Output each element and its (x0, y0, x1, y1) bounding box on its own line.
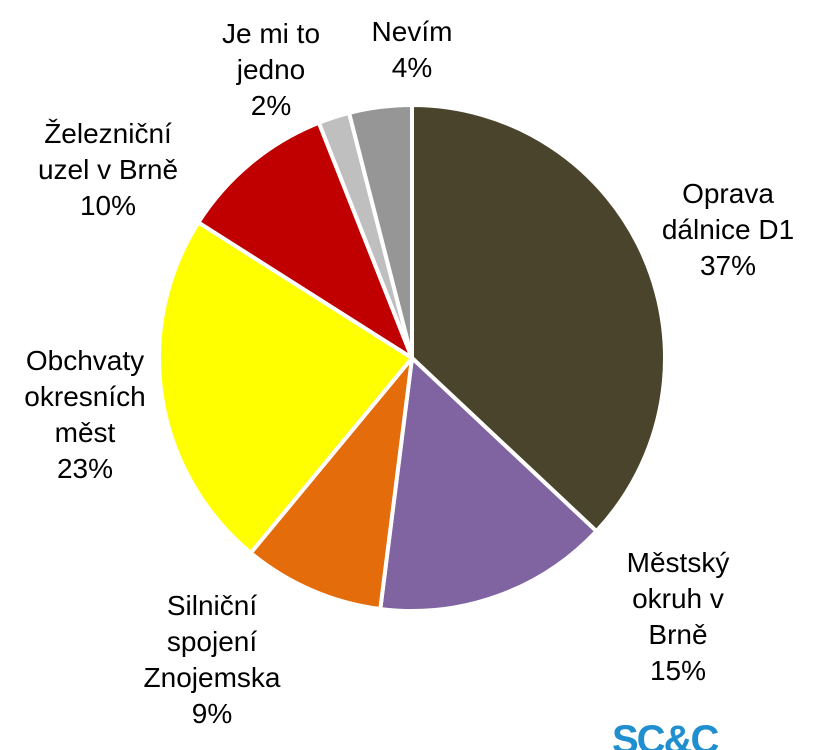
slice-label: Silniční spojení Znojemska 9% (132, 588, 292, 732)
pie-slice (196, 120, 414, 360)
value-label: 15% (649, 655, 707, 686)
category-label: Nevím (371, 16, 453, 47)
pie-slice (378, 356, 599, 613)
category-label: Oprava dálnice D1 (661, 178, 795, 245)
value-label: 23% (56, 453, 114, 484)
pie-slice (157, 220, 414, 555)
pie-slice (347, 103, 414, 360)
slice-label: Je mi to jedno 2% (209, 16, 334, 124)
value-label: 37% (699, 250, 757, 281)
category-label: Obchvaty okresních měst (24, 345, 146, 448)
value-label: 10% (79, 190, 137, 221)
category-label: Je mi to jedno (221, 18, 321, 85)
slice-label: Železniční uzel v Brně 10% (23, 116, 193, 224)
pie-slice (410, 103, 667, 534)
pie-slice (248, 356, 414, 612)
category-label: Silniční spojení Znojemska (143, 590, 281, 693)
value-label: 9% (191, 698, 233, 729)
slice-label: Oprava dálnice D1 37% (648, 176, 808, 284)
slice-label: Obchvaty okresních měst 23% (10, 343, 160, 487)
category-label: Městský okruh v Brně (626, 547, 730, 650)
slice-label: Nevím 4% (352, 14, 472, 86)
value-label: 4% (391, 52, 433, 83)
logo: SC&C (612, 718, 719, 750)
value-label: 2% (250, 90, 292, 121)
slice-label: Městský okruh v Brně 15% (616, 545, 741, 689)
category-label: Železniční uzel v Brně (37, 118, 179, 185)
